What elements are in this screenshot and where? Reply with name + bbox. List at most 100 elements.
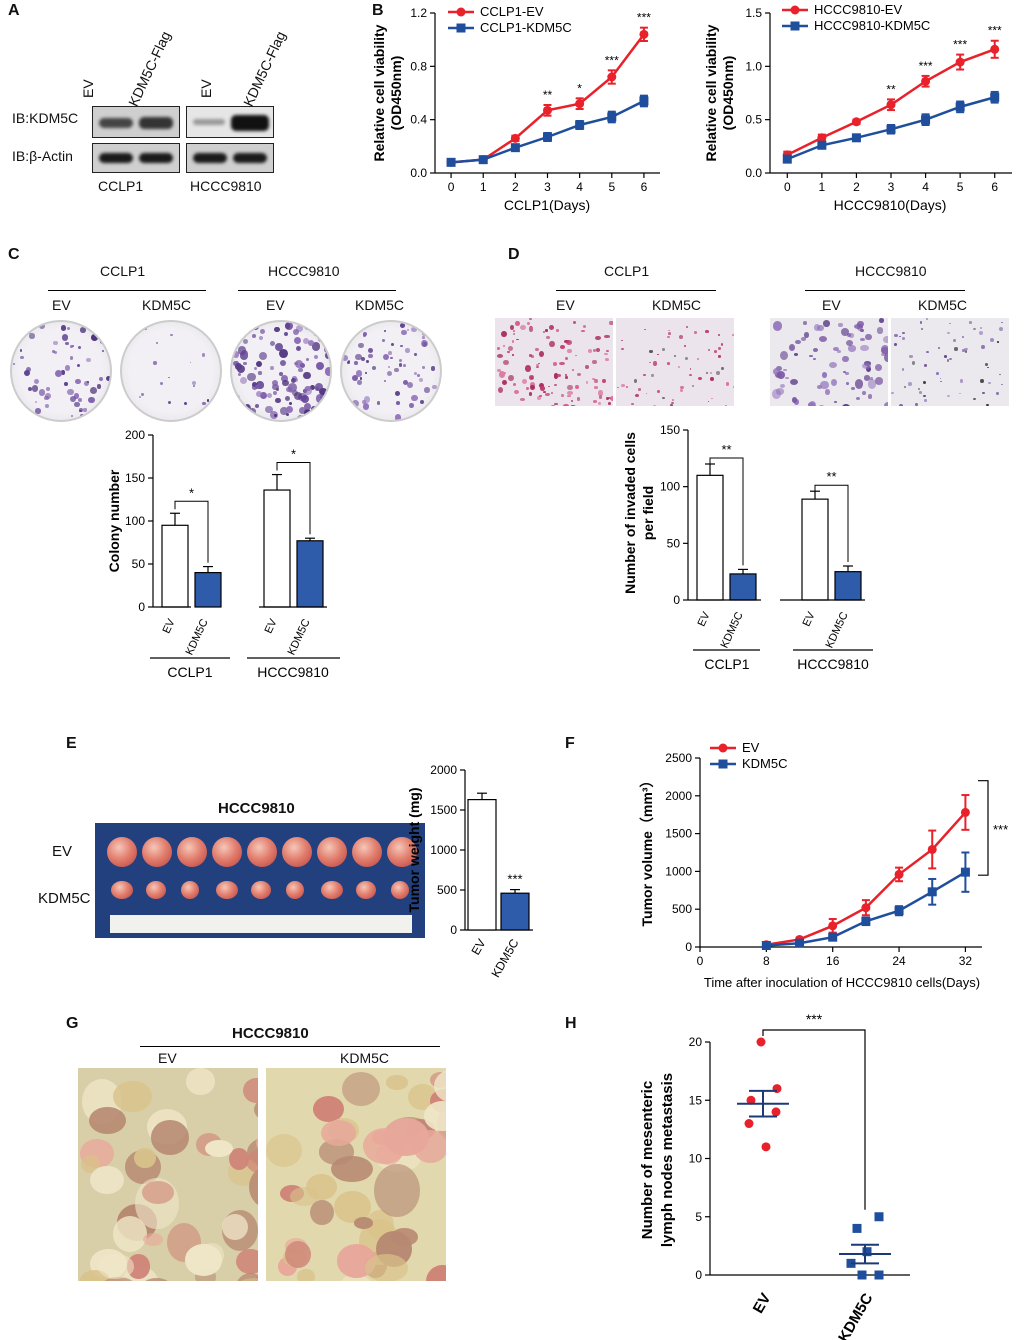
texture-dot — [328, 342, 332, 349]
texture-dot — [396, 401, 400, 405]
texture-dot — [777, 371, 785, 379]
texture-dot — [78, 346, 81, 349]
B-right-data-point — [956, 58, 965, 67]
texture-dot — [508, 375, 514, 381]
texture-dot — [411, 395, 418, 402]
texture-dot — [39, 389, 45, 395]
C-bar-bar — [297, 541, 323, 607]
texture-dot — [986, 404, 989, 406]
texture-dot — [298, 368, 303, 373]
F-line-x-tick-label: 16 — [826, 954, 840, 968]
texture-dot — [377, 401, 380, 404]
texture-dot — [286, 413, 289, 416]
texture-dot — [297, 415, 305, 422]
texture-dot — [653, 405, 656, 406]
texture-dot — [503, 360, 509, 365]
condition-label: KDM5C — [652, 297, 701, 313]
texture-dot — [143, 1233, 163, 1246]
texture-dot — [91, 334, 98, 341]
texture-dot — [106, 376, 112, 382]
texture-dot — [635, 394, 639, 397]
texture-dot — [959, 393, 961, 394]
texture-dot — [419, 378, 423, 382]
texture-dot — [711, 398, 713, 399]
texture-dot — [252, 334, 256, 338]
texture-dot — [884, 402, 888, 406]
texture-dot — [326, 402, 332, 408]
texture-dot — [259, 336, 263, 340]
texture-dot — [825, 389, 830, 395]
texture-dot — [325, 352, 331, 358]
texture-dot — [662, 348, 665, 351]
texture-dot — [714, 350, 717, 353]
texture-dot — [716, 371, 720, 375]
texture-dot — [560, 345, 565, 349]
C-bar-y-tick-label: 50 — [132, 557, 146, 571]
B-left-data-point — [607, 73, 616, 82]
texture-dot — [280, 360, 286, 366]
texture-dot — [232, 394, 240, 402]
texture-dot — [554, 384, 557, 386]
tumor-specimen — [251, 881, 271, 899]
texture-dot — [514, 390, 519, 394]
texture-dot — [883, 336, 888, 343]
texture-dot — [969, 321, 973, 323]
D-bar-bar — [802, 499, 828, 600]
cell-line-label: HCCC9810 — [190, 178, 262, 194]
texture-dot — [265, 406, 272, 413]
texture-dot — [109, 419, 112, 422]
C-bar-category-label: KDM5C — [184, 617, 211, 657]
texture-dot — [46, 387, 50, 391]
B-right-x-tick-label: 4 — [922, 180, 929, 194]
h-ylabel-line2: lymph nodes metastasis — [659, 1073, 676, 1247]
texture-dot — [981, 345, 985, 349]
texture-dot — [429, 335, 434, 340]
F-line-data-point — [961, 868, 970, 877]
texture-dot — [891, 392, 894, 394]
h-category-label: KDM5C — [835, 1290, 876, 1340]
tumor-specimen — [282, 837, 312, 867]
F-line-data-point — [828, 933, 837, 942]
h-y-tick-label: 0 — [695, 1268, 702, 1282]
texture-dot — [559, 362, 564, 365]
texture-dot — [342, 355, 348, 361]
texture-dot — [426, 1265, 446, 1281]
texture-dot — [573, 321, 576, 324]
colony-dish-image — [230, 320, 332, 422]
B-right-y-tick-label: 1.5 — [745, 6, 762, 20]
D-bar-category-label: KDM5C — [824, 610, 851, 650]
texture-dot — [679, 335, 683, 339]
texture-dot — [71, 415, 73, 417]
texture-dot — [902, 332, 906, 334]
texture-dot — [926, 351, 929, 353]
texture-dot — [45, 404, 49, 408]
texture-dot — [13, 363, 15, 365]
texture-dot — [39, 323, 45, 329]
texture-dot — [634, 379, 638, 383]
texture-dot — [694, 331, 697, 334]
colony-dish-image — [120, 320, 222, 422]
texture-dot — [513, 333, 515, 335]
texture-dot — [585, 365, 589, 369]
texture-dot — [122, 404, 124, 406]
texture-dot — [294, 392, 302, 400]
texture-dot — [399, 359, 402, 362]
texture-dot — [960, 379, 963, 382]
texture-dot — [1001, 384, 1003, 386]
D-bar-bar — [697, 475, 723, 600]
texture-dot — [954, 347, 958, 350]
texture-dot — [780, 351, 788, 360]
texture-dot — [432, 385, 436, 389]
texture-dot — [609, 321, 613, 326]
b-right-significance: *** — [953, 38, 967, 52]
texture-dot — [692, 385, 694, 387]
texture-dot — [718, 355, 722, 358]
texture-dot — [394, 368, 399, 373]
texture-dot — [512, 340, 515, 342]
e-y-tick-label: 2000 — [430, 763, 457, 777]
f-ylabel: Tumor volume（mm³） — [639, 774, 655, 927]
texture-dot — [819, 405, 824, 406]
texture-dot — [259, 352, 267, 360]
B-left-data-point — [575, 121, 584, 130]
